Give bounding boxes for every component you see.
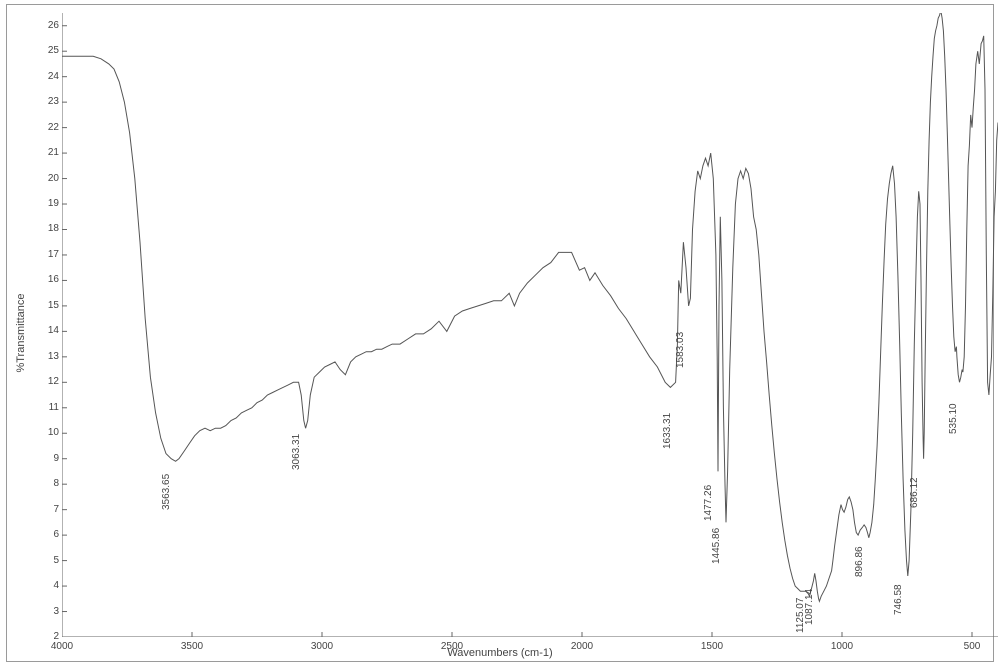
x-tick-label: 3000 <box>311 641 333 652</box>
y-tick-label: 18 <box>37 223 59 234</box>
x-tick-label: 4000 <box>51 641 73 652</box>
y-tick-label: 11 <box>37 402 59 413</box>
peak-label: 1583.03 <box>675 332 686 368</box>
y-tick-label: 22 <box>37 122 59 133</box>
y-tick-label: 25 <box>37 45 59 56</box>
y-tick-label: 5 <box>37 555 59 566</box>
y-tick-label: 16 <box>37 274 59 285</box>
y-tick-label: 24 <box>37 71 59 82</box>
y-tick-label: 14 <box>37 325 59 336</box>
y-tick-label: 4 <box>37 580 59 591</box>
y-tick-label: 8 <box>37 478 59 489</box>
y-tick-label: 19 <box>37 198 59 209</box>
y-tick-label: 15 <box>37 300 59 311</box>
y-tick-label: 23 <box>37 96 59 107</box>
peak-label: 896.86 <box>854 546 865 577</box>
peak-label: 1477.26 <box>703 484 714 520</box>
peak-label: 3563.65 <box>161 474 172 510</box>
x-tick-label: 1000 <box>831 641 853 652</box>
y-tick-label: 6 <box>37 529 59 540</box>
x-tick-label: 500 <box>964 641 981 652</box>
peak-label: 535.10 <box>948 403 959 434</box>
peak-label: 3063.31 <box>291 434 302 470</box>
x-tick-label: 2000 <box>571 641 593 652</box>
outer-frame: %Transmittance Wavenumbers (cm-1) 23 4 5 6 7… <box>6 4 994 662</box>
peak-label: 686.12 <box>909 477 920 508</box>
x-tick-label: 1500 <box>701 641 723 652</box>
spectrum-trace <box>62 13 998 601</box>
y-tick-label: 26 <box>37 20 59 31</box>
y-tick-label: 9 <box>37 453 59 464</box>
y-tick-label: 17 <box>37 249 59 260</box>
y-tick-label: 7 <box>37 504 59 515</box>
x-tick-label: 2500 <box>441 641 463 652</box>
y-tick-label: 20 <box>37 173 59 184</box>
x-tick-label: 3500 <box>181 641 203 652</box>
y-axis-title: %Transmittance <box>15 293 27 372</box>
y-tick-label: 12 <box>37 376 59 387</box>
peak-label: 1633.31 <box>662 413 673 449</box>
y-tick-label: 13 <box>37 351 59 362</box>
peak-label: 1087.14 <box>804 589 815 625</box>
y-tick-label: 3 <box>37 606 59 617</box>
y-tick-label: 21 <box>37 147 59 158</box>
spectrum-svg <box>62 13 998 637</box>
peak-label: 746.58 <box>893 584 904 615</box>
y-tick-label: 10 <box>37 427 59 438</box>
peak-label: 1445.86 <box>711 528 722 564</box>
x-axis-title: Wavenumbers (cm-1) <box>447 647 552 659</box>
ir-spectrum-plot <box>62 13 998 637</box>
